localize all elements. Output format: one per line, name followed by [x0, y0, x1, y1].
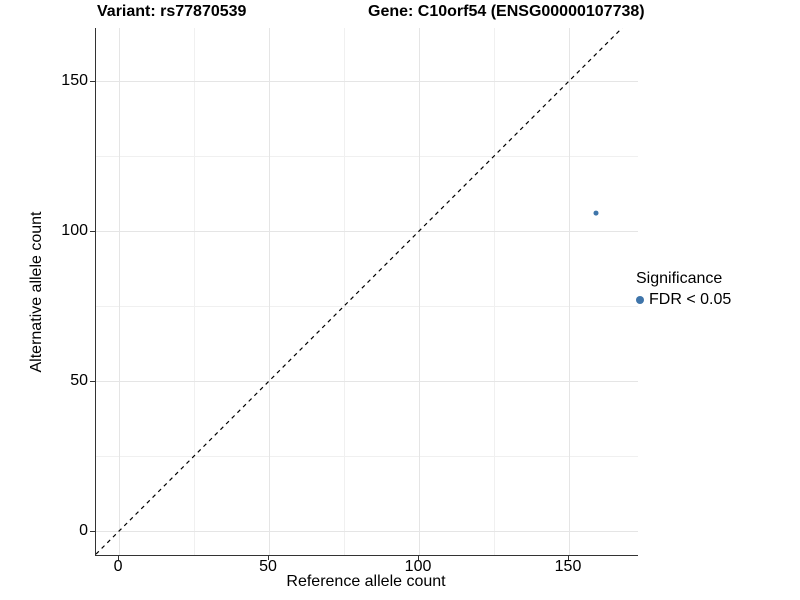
identity-dashed-line — [96, 28, 623, 555]
major-gridline-v — [419, 28, 421, 555]
x-tick-mark — [418, 555, 420, 560]
x-tick-label: 50 — [259, 558, 277, 575]
y-tick-label: 100 — [61, 222, 88, 240]
plot-title-gene: Gene: C10orf54 (ENSG00000107738) — [368, 3, 645, 20]
major-gridline-h — [96, 531, 638, 532]
legend-point-icon — [636, 295, 644, 304]
x-tick-mark — [568, 555, 569, 560]
plot-canvas — [96, 28, 623, 555]
x-tick-mark — [118, 555, 120, 560]
minor-gridline-h — [96, 156, 638, 158]
y-tick-label: 0 — [79, 522, 88, 539]
x-tick-label: 100 — [404, 558, 432, 575]
x-axis-title: Reference allele count — [286, 573, 446, 590]
major-gridline-v — [569, 28, 570, 555]
legend-entry-label: FDR < 0.05 — [649, 291, 732, 308]
minor-gridline-h — [96, 306, 638, 308]
major-gridline-h — [96, 231, 638, 233]
legend-entry: FDR < 0.05 — [636, 290, 731, 309]
legend-entries: FDR < 0.05 — [636, 290, 731, 309]
legend: Significance FDR < 0.05 — [636, 269, 731, 309]
y-tick-mark — [90, 81, 95, 83]
major-gridline-v — [119, 28, 121, 555]
major-gridline-h — [96, 81, 638, 83]
y-tick-label: 50 — [70, 372, 88, 390]
minor-gridline-v — [344, 28, 346, 555]
x-tick-label: 150 — [554, 558, 582, 575]
x-tick-label: 0 — [113, 558, 123, 575]
minor-gridline-v — [194, 28, 196, 555]
y-tick-mark — [90, 531, 95, 532]
minor-gridline-v — [494, 28, 496, 555]
x-tick-mark — [268, 555, 270, 560]
plot-title-variant: Variant: rs77870539 — [97, 3, 247, 20]
major-gridline-v — [269, 28, 271, 555]
plot-panel — [95, 28, 638, 556]
y-axis-title: Alternative allele count — [28, 211, 45, 373]
y-tick-mark — [90, 231, 95, 233]
minor-gridline-h — [96, 456, 638, 458]
y-tick-mark — [90, 381, 95, 383]
major-gridline-h — [96, 381, 638, 383]
y-tick-label: 150 — [61, 72, 88, 90]
data-point — [593, 210, 599, 216]
legend-title: Significance — [636, 270, 723, 287]
